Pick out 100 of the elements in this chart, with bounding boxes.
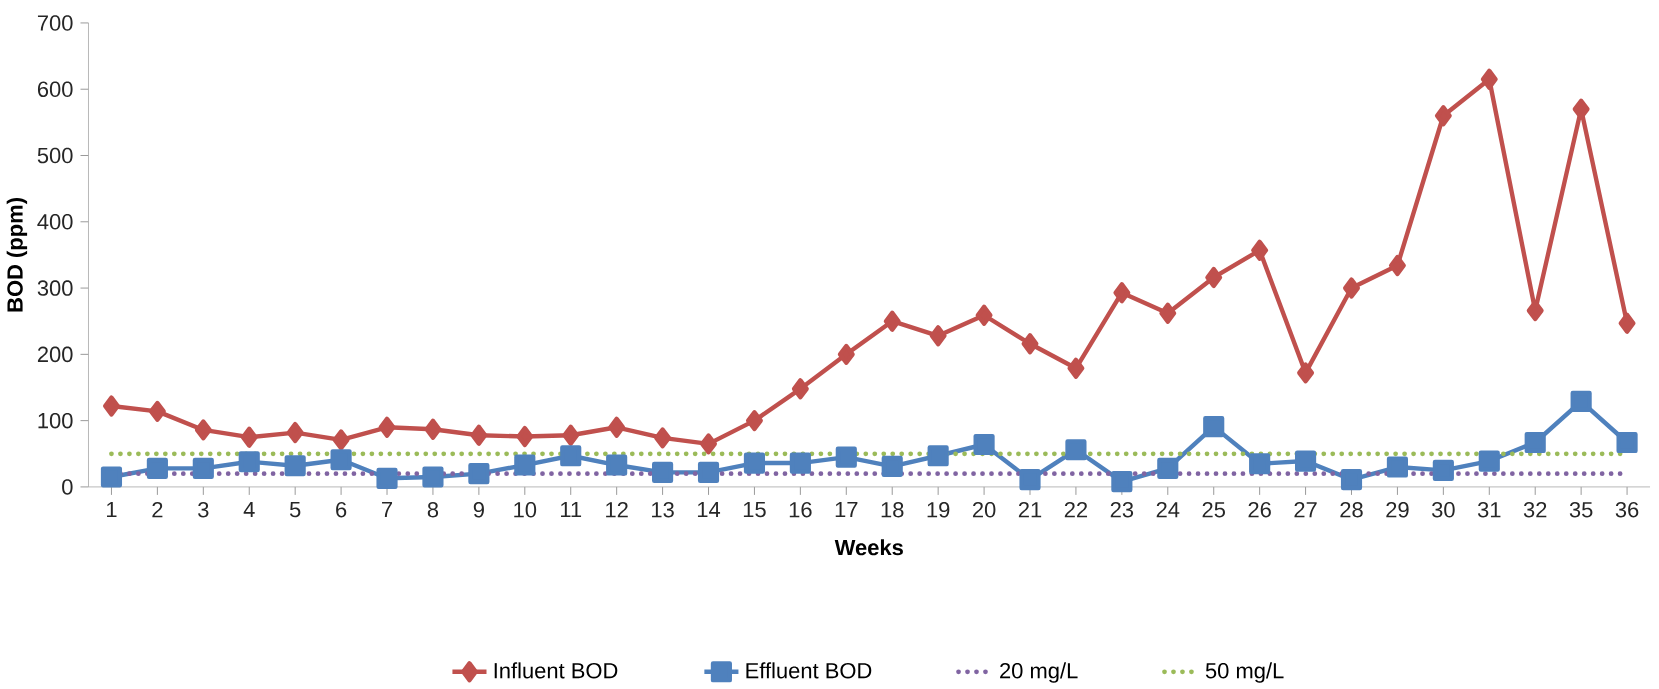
y-tick-label: 100 — [38, 412, 73, 429]
y-tick-label: 400 — [37, 213, 73, 230]
point — [1159, 302, 1177, 324]
point — [1113, 282, 1131, 304]
point — [102, 395, 120, 417]
point — [1203, 415, 1225, 438]
point — [789, 452, 811, 474]
point — [470, 424, 488, 446]
point — [468, 462, 490, 485]
point — [1157, 457, 1179, 479]
point — [652, 461, 674, 483]
point — [1524, 431, 1546, 453]
x-tick-label: 2 — [152, 501, 163, 518]
point — [1616, 431, 1638, 453]
point — [424, 418, 442, 440]
point — [332, 429, 350, 451]
point — [1111, 470, 1133, 493]
x-tick-label: 26 — [1248, 501, 1271, 518]
x-tick-label: 19 — [927, 501, 950, 518]
point — [330, 449, 352, 471]
x-tick-label: 28 — [1340, 501, 1363, 518]
x-tick-label: 20 — [972, 501, 996, 518]
point — [148, 400, 166, 422]
x-tick-label: 8 — [427, 501, 439, 518]
point — [1340, 468, 1363, 491]
point — [514, 454, 536, 476]
point — [516, 425, 534, 448]
point — [1249, 453, 1271, 475]
point — [835, 446, 857, 468]
x-tick-label: 23 — [1110, 501, 1134, 518]
point — [1294, 450, 1317, 472]
point — [1386, 456, 1409, 478]
point — [697, 461, 720, 483]
legend-label: 50 mg/L — [1205, 662, 1284, 683]
point — [743, 452, 766, 474]
point — [1432, 459, 1454, 481]
x-tick-label: 30 — [1431, 501, 1455, 518]
point — [100, 466, 123, 488]
point — [1297, 362, 1315, 384]
point — [608, 416, 626, 438]
point — [378, 416, 396, 438]
point — [192, 457, 214, 479]
point — [929, 325, 947, 347]
x-tick-label: 35 — [1569, 501, 1593, 518]
x-tick-label: 4 — [243, 501, 255, 517]
x-tick-label: 21 — [1018, 501, 1042, 518]
point — [286, 421, 304, 444]
x-tick-label: 1 — [107, 501, 117, 517]
point — [1067, 357, 1085, 379]
point — [837, 343, 855, 365]
point — [1065, 439, 1087, 461]
x-tick-label: 15 — [743, 501, 766, 518]
point — [1434, 105, 1452, 127]
y-axis-title: BOD (ppm) — [6, 198, 28, 312]
point — [562, 424, 580, 446]
point — [654, 427, 672, 449]
point — [560, 445, 582, 467]
y-tick-label: 700 — [37, 15, 73, 31]
legend-label: 20 mg/L — [1000, 662, 1078, 683]
point — [881, 455, 903, 477]
point — [1019, 468, 1041, 491]
x-tick-label: 3 — [198, 501, 209, 518]
point — [1570, 390, 1592, 412]
point — [883, 310, 901, 332]
point — [194, 419, 212, 441]
x-tick-label: 18 — [881, 501, 904, 518]
x-tick-label: 32 — [1523, 501, 1547, 518]
x-tick-label: 5 — [289, 501, 301, 518]
point — [973, 433, 995, 455]
x-tick-label: 36 — [1615, 501, 1639, 518]
y-tick-label: 0 — [62, 479, 73, 495]
point — [1251, 239, 1269, 261]
x-tick-label: 12 — [606, 501, 628, 518]
x-tick-label: 7 — [382, 501, 393, 517]
point — [1205, 266, 1223, 288]
point — [745, 409, 763, 432]
point — [238, 451, 260, 473]
point — [146, 457, 168, 479]
point — [240, 426, 258, 448]
x-tick-label: 29 — [1386, 501, 1409, 518]
point — [606, 454, 628, 476]
x-tick-label: 6 — [336, 501, 347, 518]
point — [1021, 333, 1039, 355]
y-tick-label: 200 — [37, 346, 73, 363]
y-tick-label: 500 — [37, 147, 73, 164]
x-tick-label: 10 — [514, 501, 537, 518]
point — [700, 433, 717, 455]
point — [1572, 98, 1590, 120]
y-tick-label: 600 — [37, 81, 73, 97]
x-tick-label: 22 — [1064, 501, 1088, 518]
point — [1343, 277, 1360, 299]
point — [1480, 68, 1498, 90]
x-tick-label: 25 — [1202, 501, 1225, 518]
x-tick-label: 27 — [1294, 501, 1317, 518]
x-tick-label: 16 — [789, 501, 812, 518]
x-tick-label: 9 — [473, 501, 484, 518]
point — [927, 445, 949, 467]
x-tick-label: 24 — [1156, 501, 1180, 518]
point — [284, 455, 306, 477]
point — [1618, 312, 1636, 334]
